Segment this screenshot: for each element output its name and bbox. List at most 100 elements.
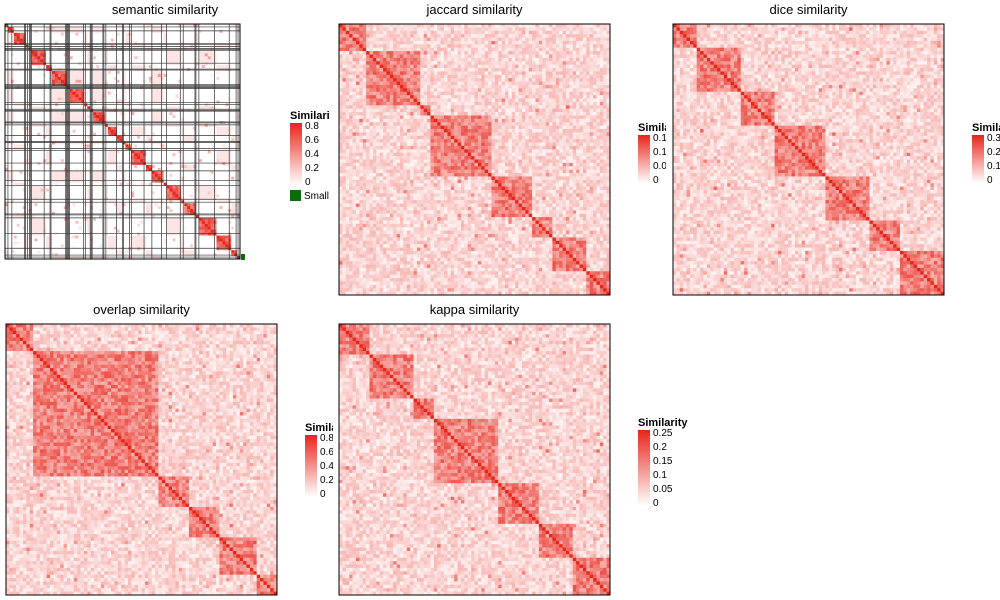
heatmap-cell [43,59,47,63]
heatmap-cell [19,167,23,172]
heatmap-cell [157,144,161,148]
heatmap-cell [37,112,41,116]
heatmap-cell [128,26,132,31]
heatmap-cell [169,59,173,63]
heatmap-cell [210,191,214,195]
heatmap-cell [140,144,144,148]
chart-title: semantic similarity [0,2,330,17]
heatmap-cell [99,88,103,92]
heatmap-cell [87,71,91,75]
heatmap-cell [157,185,161,189]
heatmap-cell [146,126,150,131]
heatmap-cell [93,118,97,122]
heatmap-cell [78,191,82,195]
heatmap-cell [54,24,59,28]
heatmap-cell [116,38,120,42]
heatmap-cell [201,144,206,148]
heatmap-cell [137,38,141,42]
heatmap-cell [40,71,44,75]
heatmap-cell [57,106,62,110]
heatmap-cell [204,173,208,178]
heatmap-cell [160,194,164,198]
heatmap-cell [5,159,9,163]
heatmap-cell [154,118,159,122]
heatmap-cell [46,188,50,192]
heatmap-cell [140,59,144,63]
heatmap-cell [157,162,161,166]
heatmap-cell [216,179,220,183]
heatmap-cell [93,38,97,42]
heatmap-cell [87,159,91,163]
heatmap-cell [13,56,18,60]
heatmap-cell [40,118,44,122]
heatmap-cell [52,76,56,81]
heatmap-cell [190,53,194,57]
heatmap-cell [119,118,123,122]
heatmap-cell [134,94,138,98]
heatmap-cell [184,24,188,28]
heatmap-cell [231,79,235,84]
heatmap-cell [148,182,153,186]
heatmap-cell [43,156,47,160]
heatmap-cell [104,176,109,180]
heatmap-cell [93,138,97,142]
heatmap-cell [72,185,76,189]
heatmap-cell [119,123,123,128]
heatmap-cell [60,150,65,154]
heatmap-cell [19,103,23,107]
heatmap-cell [19,126,23,131]
heatmap-cell [84,179,88,183]
heatmap-cell [19,106,23,110]
heatmap-cell [110,191,114,195]
heatmap-cell [96,94,100,98]
heatmap-cell [172,91,176,95]
heatmap-cell [204,76,208,81]
heatmap-cell [37,141,41,145]
heatmap-cell [104,135,109,139]
heatmap-cell [16,71,20,75]
heatmap-cell [10,150,15,154]
heatmap-cell [5,53,9,57]
heatmap-cell [198,103,203,107]
heatmap-cell [187,118,191,122]
heatmap-cell [69,126,73,131]
heatmap-cell [72,112,76,116]
heatmap-cell [116,35,120,39]
heatmap-cell [134,24,138,28]
heatmap-cell [143,56,147,60]
heatmap-cell [137,56,141,60]
heatmap-cell [175,118,179,122]
heatmap-cell [213,185,217,189]
heatmap-cell [157,88,161,92]
heatmap-cell [125,167,129,172]
heatmap-cell [107,162,112,166]
heatmap-cell [57,141,62,145]
heatmap-cell [110,115,114,119]
heatmap-cell [104,150,109,154]
heatmap-cell [228,176,232,180]
heatmap-cell [31,194,35,198]
heatmap-cell [107,147,112,151]
heatmap-cell [207,29,211,34]
heatmap-cell [190,191,194,195]
heatmap-cell [143,65,147,69]
heatmap-cell [54,35,59,39]
heatmap-cell [140,132,144,136]
heatmap-cell [187,167,191,172]
heatmap-cell [154,32,159,37]
heatmap-cell [237,126,241,131]
heatmap-cell [216,150,220,154]
heatmap-cell [225,156,229,160]
heatmap-cell [228,194,232,198]
heatmap-cell [225,150,229,154]
heatmap-cell [31,129,35,133]
heatmap-cell [210,32,214,37]
heatmap-cell [237,71,241,75]
heatmap-cell [40,73,44,78]
heatmap-cell [146,97,150,101]
heatmap-cell [54,179,59,183]
heatmap-cell [134,26,138,31]
heatmap-cell [154,35,159,39]
heatmap-cell [175,53,179,57]
heatmap-cell [57,32,62,37]
